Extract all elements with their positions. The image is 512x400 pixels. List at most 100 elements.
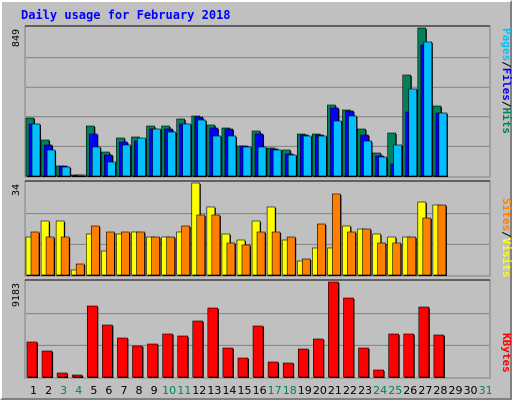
bar-kbytes-day-6 [102, 324, 113, 378]
bar-sites-day-11 [181, 225, 190, 276]
bar-kbytes-day-14 [222, 347, 234, 378]
bar-kbytes-day-15 [237, 357, 249, 378]
bar-pages-day-4 [76, 174, 86, 177]
bar-kbytes-day-2 [41, 350, 53, 378]
chart-title: Daily usage for February 2018 [21, 8, 231, 22]
bar-sites-day-15 [241, 244, 251, 276]
bar-kbytes-day-8 [132, 345, 143, 378]
bar-sites-day-8 [136, 231, 145, 276]
x-tick-label-day-15: 15 [238, 384, 252, 397]
bar-kbytes-day-11 [177, 335, 188, 378]
bar-sites-day-5 [90, 225, 100, 276]
bar-pages-day-27 [423, 41, 433, 177]
x-tick-label-day-2: 2 [45, 384, 52, 397]
bar-pages-day-3 [61, 166, 71, 177]
bar-kbytes-day-23 [358, 347, 369, 378]
bar-pages-day-5 [91, 146, 101, 177]
x-tick-label-day-21: 21 [328, 384, 342, 397]
bar-pages-day-14 [227, 135, 237, 177]
bar-pages-day-2 [46, 149, 56, 177]
legend-sep-1: / [500, 61, 512, 68]
bar-pages-day-28 [438, 112, 448, 177]
requests-ymax-label: 849 [11, 29, 22, 47]
x-tick-label-day-6: 6 [105, 384, 112, 397]
bar-pages-day-8 [137, 137, 146, 177]
x-tick-label-day-16: 16 [253, 384, 267, 397]
x-tick-label-day-30: 30 [464, 384, 478, 397]
bar-sites-day-25 [392, 242, 401, 276]
x-tick-label-day-18: 18 [283, 384, 297, 397]
bar-pages-day-4-shadow [78, 176, 87, 177]
legend-sites: Sites [500, 198, 512, 231]
x-tick-label-day-3: 3 [60, 384, 67, 397]
x-tick-label-day-5: 5 [90, 384, 97, 397]
legend-kbytes: KBytes [500, 333, 512, 373]
bar-sites-day-19 [301, 258, 311, 276]
x-tick-label-day-24: 24 [373, 384, 387, 397]
x-tick-label-day-14: 14 [222, 384, 236, 397]
bar-kbytes-day-10 [162, 333, 173, 378]
bar-pages-day-12 [197, 119, 207, 177]
requests-legend: Pages/Files/Hits [500, 28, 512, 134]
bar-kbytes-day-26 [403, 333, 415, 378]
bar-pages-day-17 [272, 149, 282, 177]
bar-sites-day-7 [121, 231, 130, 276]
bar-kbytes-day-27 [418, 306, 430, 378]
x-tick-label-day-10: 10 [162, 384, 176, 397]
bar-pages-day-22 [348, 115, 357, 177]
bar-pages-day-16 [257, 146, 267, 177]
x-tick-label-day-23: 23 [358, 384, 372, 397]
x-tick-label-day-13: 13 [207, 384, 221, 397]
bar-kbytes-day-16 [252, 325, 264, 378]
bar-sites-day-22 [347, 231, 356, 276]
kbytes-legend: KBytes [500, 333, 512, 373]
bar-sites-day-16 [256, 231, 266, 276]
bar-sites-day-4 [75, 263, 85, 276]
bar-sites-day-26 [407, 236, 417, 276]
bar-kbytes-day-1 [26, 341, 38, 378]
x-tick-label-day-4: 4 [75, 384, 82, 397]
bar-pages-day-1 [31, 123, 41, 177]
x-tick-label-day-19: 19 [298, 384, 312, 397]
bar-sites-day-23 [362, 228, 371, 276]
bar-sites-day-13 [211, 214, 221, 276]
bar-pages-day-20 [318, 135, 327, 177]
bar-kbytes-day-18 [282, 362, 294, 378]
x-tick-label-day-31: 31 [479, 384, 493, 397]
bar-sites-day-28 [437, 204, 447, 276]
bar-kbytes-day-13 [207, 307, 219, 378]
x-tick-label-day-12: 12 [192, 384, 206, 397]
legend-sep-2: / [500, 101, 512, 108]
bar-pages-day-11 [182, 123, 191, 177]
bar-pages-day-10 [167, 131, 176, 177]
bar-sites-day-21 [332, 193, 341, 276]
x-tick-label-day-17: 17 [268, 384, 282, 397]
kbytes-ymax-label: 9183 [11, 283, 22, 307]
bar-kbytes-day-7 [117, 337, 128, 378]
bar-pages-day-19 [302, 135, 312, 177]
x-tick-label-day-9: 9 [151, 384, 158, 397]
bar-kbytes-day-21 [328, 281, 339, 378]
bar-pages-day-6 [107, 161, 116, 177]
x-tick-label-day-29: 29 [448, 384, 462, 397]
bar-kbytes-day-22 [343, 297, 354, 378]
bar-kbytes-day-25 [388, 333, 399, 378]
bar-kbytes-day-9 [147, 343, 158, 378]
x-tick-label-day-7: 7 [120, 384, 127, 397]
legend-pages: Pages [500, 28, 512, 61]
x-tick-label-day-20: 20 [313, 384, 327, 397]
x-tick-label-day-22: 22 [343, 384, 357, 397]
visitors-ymax-label: 34 [11, 184, 22, 196]
bar-pages-day-7 [122, 144, 131, 177]
x-tick-label-day-28: 28 [433, 384, 447, 397]
bar-sites-day-2 [45, 236, 55, 276]
bar-sites-day-27 [422, 217, 432, 276]
bar-kbytes-day-19 [297, 348, 309, 378]
x-axis-labels: 1 2 3 4 5 6 7 8 9 10 11 12 13 14 15 16 17 18 19 20 21 22 23 24 2… [30, 384, 493, 397]
bar-pages-day-18 [287, 154, 297, 177]
bar-sites-day-9 [151, 236, 160, 276]
bar-sites-day-6 [106, 231, 115, 276]
x-tick-label-day-8: 8 [136, 384, 143, 397]
bar-sites-day-20 [317, 223, 326, 276]
bar-sites-day-14 [226, 242, 236, 276]
